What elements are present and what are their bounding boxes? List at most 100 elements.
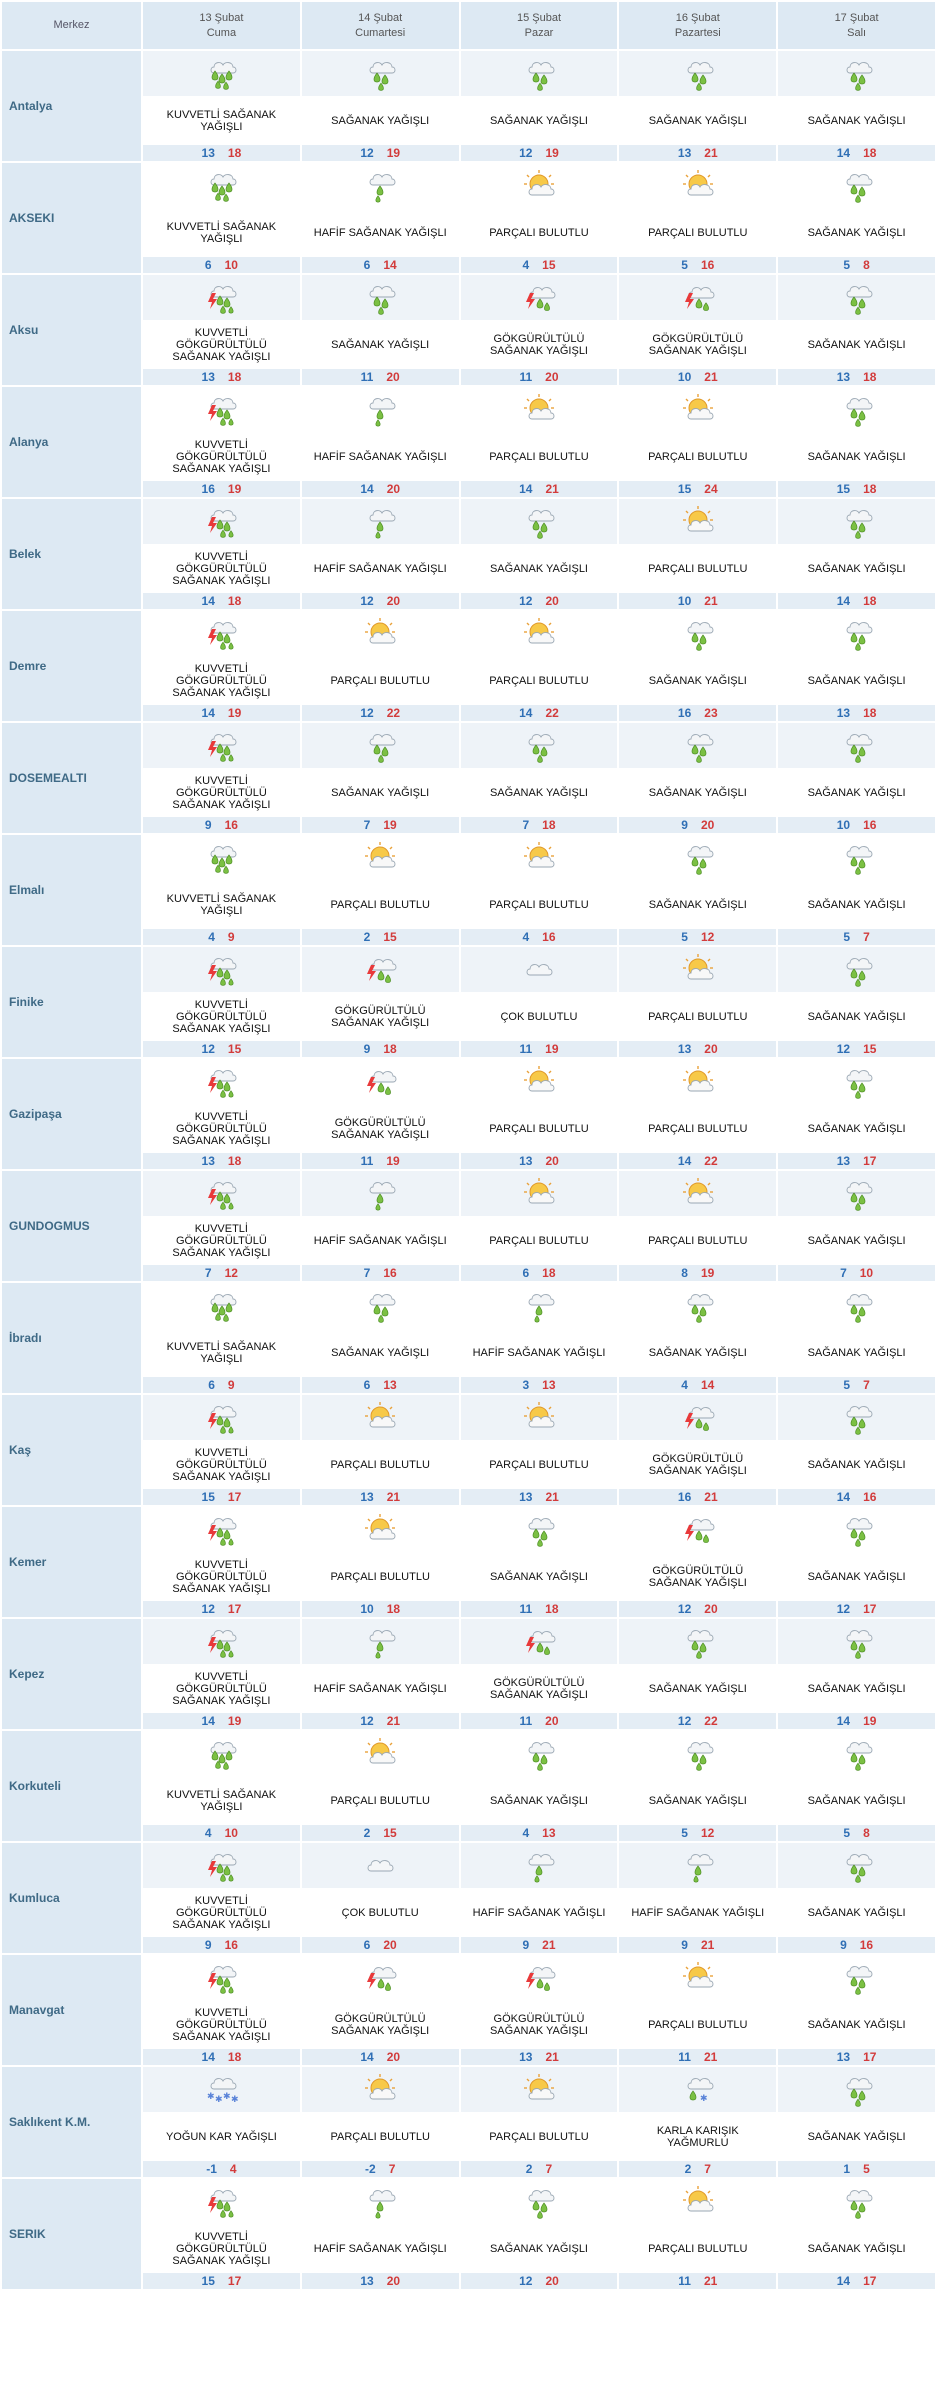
min-temp: 13 xyxy=(836,2050,851,2064)
city-name[interactable]: Demre xyxy=(2,611,141,721)
max-temp: 20 xyxy=(700,818,715,832)
temperature-cell: 6 20 xyxy=(301,1937,459,1953)
min-temp: 9 xyxy=(681,818,688,832)
weather-description: PARÇALI BULUTLU xyxy=(330,1570,430,1583)
weather-icon-cell xyxy=(460,1619,618,1664)
rain-shower-icon xyxy=(369,733,396,763)
city-name[interactable]: Kumluca xyxy=(2,1843,141,1953)
weather-description: SAĞANAK YAĞIŞLI xyxy=(807,2130,906,2143)
temperature-cell: 9 16 xyxy=(143,817,300,833)
max-temp: 20 xyxy=(386,2050,401,2064)
city-name[interactable]: Aksu xyxy=(2,275,141,385)
cloudy-icon xyxy=(367,1859,394,1871)
max-temp: 8 xyxy=(863,258,870,272)
temperature-cell: 14 18 xyxy=(778,145,935,161)
partly-cloudy-icon xyxy=(365,1401,396,1427)
city-name[interactable]: Elmalı xyxy=(2,835,141,945)
min-temp: 15 xyxy=(201,2274,215,2288)
city-name[interactable]: Kaş xyxy=(2,1395,141,1505)
city-name[interactable]: Antalya xyxy=(2,51,141,161)
weather-description: SAĞANAK YAĞIŞLI xyxy=(648,786,747,799)
weather-description: PARÇALI BULUTLU xyxy=(489,1122,589,1135)
temperature-cell: 7 19 xyxy=(301,817,459,833)
partly-cloudy-icon xyxy=(523,617,555,643)
rain-shower-icon xyxy=(687,61,714,91)
city-name[interactable]: Manavgat xyxy=(2,1955,141,2065)
weather-icon-cell xyxy=(143,1283,300,1328)
min-temp: 16 xyxy=(201,482,215,496)
rain-shower-icon xyxy=(687,1741,714,1771)
city-temp-row: 12 17 10 18 11 18 12 20 12 17 xyxy=(2,1601,935,1617)
city-name[interactable]: Alanya xyxy=(2,387,141,497)
rain-shower-icon xyxy=(846,1517,873,1547)
city-temp-row: 13 18 11 20 11 20 10 21 13 18 xyxy=(2,369,935,385)
city-name[interactable]: Finike xyxy=(2,947,141,1057)
weather-icon-cell xyxy=(143,947,300,992)
max-temp: 12 xyxy=(224,1266,238,1280)
partly-cloudy-icon xyxy=(523,1177,555,1203)
city-name[interactable]: GUNDOGMUS xyxy=(2,1171,141,1281)
city-row: Saklıkent K.M. ✱ ✱ ✱ ✱ ✱ xyxy=(2,2067,935,2177)
temperature-cell: 12 20 xyxy=(460,593,618,609)
light-rain-icon xyxy=(528,1293,555,1322)
day-name: Cumartesi xyxy=(355,26,406,39)
city-name[interactable]: Saklıkent K.M. xyxy=(2,2067,141,2177)
city-name[interactable]: Gazipaşa xyxy=(2,1059,141,1169)
light-rain-icon xyxy=(369,2189,396,2218)
light-rain-icon xyxy=(369,509,396,538)
min-temp: 1 xyxy=(843,2162,851,2176)
min-temp: 13 xyxy=(836,706,851,720)
weather-icon-cell xyxy=(619,1507,777,1552)
min-temp: 15 xyxy=(201,1490,215,1504)
partly-cloudy-icon xyxy=(365,2073,396,2099)
min-temp: 7 xyxy=(522,818,530,832)
header-row: Merkez 13 Şubat Cuma 14 Şubat Cumartesi 15… xyxy=(2,2,935,49)
min-temp: 13 xyxy=(360,2274,374,2288)
rain-shower-icon xyxy=(846,1965,873,1995)
weather-icon-cell xyxy=(301,1731,459,1776)
city-name[interactable]: Kepez xyxy=(2,1619,141,1729)
weather-icon-cell xyxy=(619,835,777,880)
city-row: DOSEMEALTI xyxy=(2,723,935,833)
weather-icon-cell xyxy=(778,163,935,208)
min-temp: 11 xyxy=(519,1714,533,1728)
thunderstorm-icon xyxy=(684,286,715,311)
min-temp: 13 xyxy=(360,1490,374,1504)
min-temp: 12 xyxy=(519,146,533,160)
temperature-cell: 12 20 xyxy=(619,1601,777,1617)
weather-icon-cell xyxy=(460,51,618,96)
city-name[interactable]: İbradı xyxy=(2,1283,141,1393)
weather-description: GÖKGÜRÜLTÜLÜ SAĞANAK YAĞIŞLI xyxy=(331,2012,430,2037)
max-temp: 20 xyxy=(386,594,401,608)
weather-icon-cell xyxy=(619,163,777,208)
city-name[interactable]: Belek xyxy=(2,499,141,609)
heavy-thunderstorm-icon xyxy=(208,621,237,650)
min-temp: 9 xyxy=(363,1042,371,1056)
min-temp: 13 xyxy=(677,146,692,160)
city-name[interactable]: DOSEMEALTI xyxy=(2,723,141,833)
heavy-rain-icon xyxy=(210,61,237,90)
partly-cloudy-icon xyxy=(682,505,714,531)
min-temp: 12 xyxy=(677,1602,692,1616)
weather-icon-cell xyxy=(301,163,459,208)
min-temp: 15 xyxy=(677,482,692,496)
min-temp: 5 xyxy=(843,1378,851,1392)
city-temp-row: 4 10 2 15 4 13 5 12 5 8 xyxy=(2,1825,935,1841)
min-temp: 5 xyxy=(681,1826,688,1840)
weather-icon-cell xyxy=(301,1843,459,1888)
city-name[interactable]: Kemer xyxy=(2,1507,141,1617)
city-name[interactable]: SERIK xyxy=(2,2179,141,2289)
city-name[interactable]: Korkuteli xyxy=(2,1731,141,1841)
city-name[interactable]: AKSEKI xyxy=(2,163,141,273)
city-temp-row: 14 18 12 20 12 20 10 21 14 18 xyxy=(2,593,935,609)
max-temp: 18 xyxy=(227,1154,242,1168)
svg-text:✱: ✱ xyxy=(223,2092,231,2102)
max-temp: 19 xyxy=(386,1154,400,1168)
rain-shower-icon xyxy=(846,509,873,539)
temperature-cell: 13 18 xyxy=(143,145,300,161)
min-temp: 12 xyxy=(360,594,374,608)
min-temp: 13 xyxy=(201,370,215,384)
temperature-cell: 13 17 xyxy=(778,2049,935,2065)
header-day-2: 14 Şubat Cumartesi xyxy=(301,2,459,49)
